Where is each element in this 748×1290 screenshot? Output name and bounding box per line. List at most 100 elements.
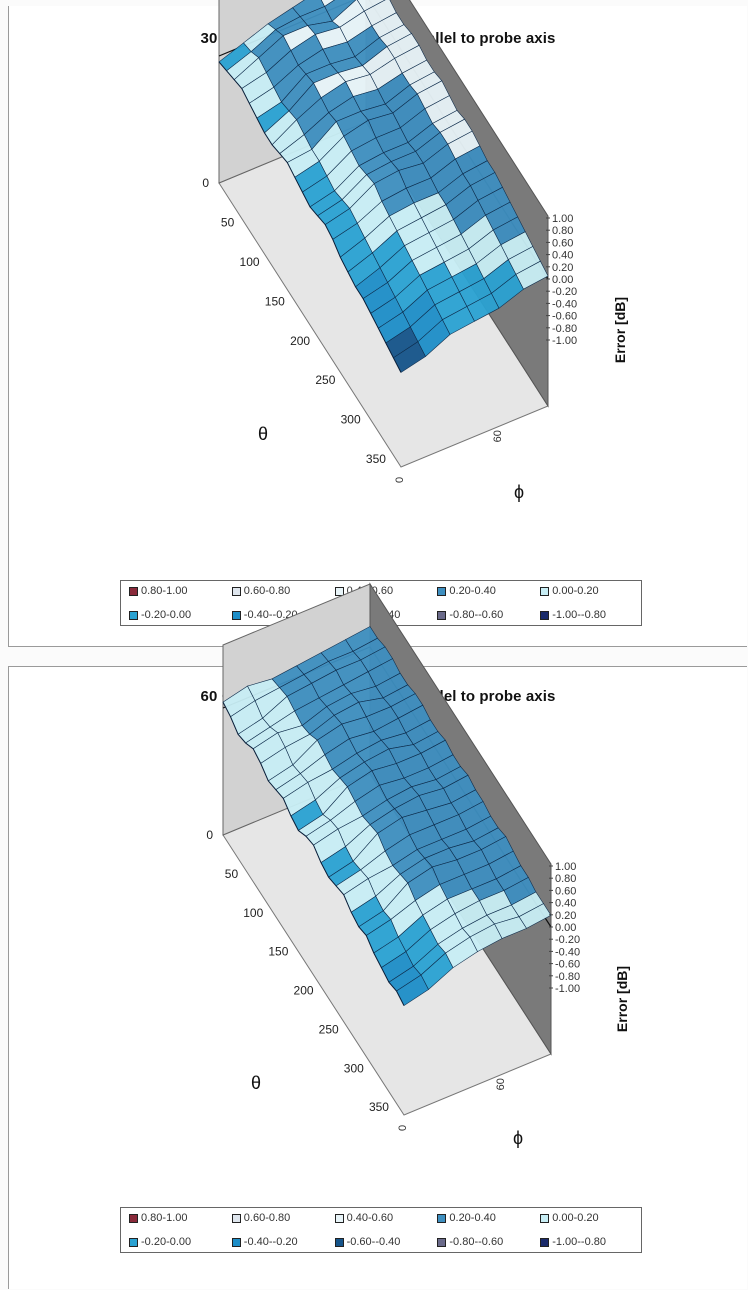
z-axis: 1.000.800.600.400.200.00-0.20-0.40-0.60-… — [549, 861, 630, 1032]
legend-label: -0.40--0.20 — [243, 1236, 298, 1248]
legend-label: -0.40--0.20 — [243, 609, 298, 621]
z-tick-label: -1.00 — [552, 335, 577, 347]
legend-swatch — [334, 1237, 344, 1247]
z-tick-label: 0.20 — [552, 262, 573, 274]
z-tick-label: -0.60 — [555, 959, 580, 971]
legend-swatch — [437, 586, 447, 596]
legend-swatch — [231, 610, 241, 620]
theta-tick-label: 50 — [221, 215, 235, 229]
theta-tick-label: 150 — [268, 945, 288, 959]
legend-swatch — [334, 586, 344, 596]
theta-axis: 0 50 100 150 200 250 300 350 θ — [202, 176, 386, 466]
z-tick-label: 0.60 — [555, 885, 576, 897]
legend-item: 0.00-0.20 — [540, 585, 635, 597]
theta-tick-label: 250 — [315, 373, 335, 387]
surface — [222, 626, 552, 1007]
legend-label: -0.20-0.00 — [141, 1236, 192, 1248]
theta-tick-label: 300 — [341, 413, 361, 427]
legend-swatch — [540, 1237, 550, 1247]
legend-swatch — [334, 1213, 344, 1223]
z-tick-label: 0.80 — [552, 225, 573, 237]
legend: 0.80-1.00 0.60-0.80 0.40-0.60 0.20-0.40 0.00… — [120, 1207, 642, 1253]
z-tick-label: -1.00 — [555, 983, 580, 995]
legend-swatch — [437, 610, 447, 620]
z-tick-label: -0.40 — [555, 946, 580, 958]
z-tick-label: 0.00 — [555, 922, 576, 934]
legend-label: 0.80-1.00 — [141, 585, 188, 597]
legend-item: 0.80-1.00 — [129, 585, 224, 597]
legend-item: 0.20-0.40 — [437, 1212, 532, 1224]
theta-tick-label: 200 — [294, 984, 314, 998]
legend-item: 0.80-1.00 — [129, 1212, 224, 1224]
z-tick-label: -0.20 — [555, 934, 580, 946]
surface-front-edge — [218, 61, 402, 373]
z-tick-label: 1.00 — [552, 213, 573, 225]
legend-item: -0.40--0.20 — [231, 609, 327, 621]
legend-item: -0.80--0.60 — [437, 609, 532, 621]
phi-tick-label: 0 — [394, 477, 406, 483]
legend-label: 0.00-0.20 — [552, 585, 599, 597]
chart-panel-60ghz: 60 GHz: 3D isotropy. E-field parallel to… — [8, 582, 747, 1289]
theta-tick-label: 50 — [225, 867, 239, 881]
z-tick-label: 0.40 — [555, 898, 576, 910]
legend-label: 0.20-0.40 — [449, 585, 496, 597]
legend-swatch — [231, 1237, 241, 1247]
legend-swatch — [129, 1213, 138, 1223]
z-tick-label: 0.40 — [552, 250, 573, 262]
phi-axis-label: ϕ — [514, 482, 524, 502]
z-tick-label: -0.80 — [552, 323, 577, 335]
phi-axis-label: ϕ — [513, 1128, 523, 1148]
phi-tick-label: 60 — [495, 1078, 507, 1090]
legend-swatch — [437, 1213, 447, 1223]
legend-item: -1.00--0.80 — [540, 1236, 635, 1248]
z-tick-label: -0.20 — [552, 286, 577, 298]
legend-label: 0.60-0.80 — [243, 585, 291, 597]
phi-tick-label: 0 — [397, 1125, 409, 1131]
z-tick-label: 0.60 — [552, 237, 573, 249]
theta-axis-label: θ — [258, 424, 268, 444]
legend-item: 0.60-0.80 — [231, 585, 327, 597]
legend-item: 0.60-0.80 — [231, 1212, 327, 1224]
legend-item: 0.20-0.40 — [437, 585, 532, 597]
legend-label: 0.00-0.20 — [552, 1212, 599, 1224]
legend-item: -1.00--0.80 — [540, 609, 635, 621]
legend-label: -0.80--0.60 — [449, 1236, 504, 1248]
legend-label: -1.00--0.80 — [552, 609, 606, 621]
theta-tick-label: 0 — [206, 828, 213, 842]
z-axis-label: Error [dB] — [614, 966, 630, 1032]
theta-axis-label: θ — [251, 1073, 261, 1093]
z-tick-label: -0.40 — [552, 298, 577, 310]
legend-label: -0.60--0.40 — [346, 1236, 401, 1248]
legend-swatch — [540, 586, 550, 596]
surface — [218, 0, 549, 373]
theta-tick-label: 300 — [344, 1061, 364, 1075]
legend-label: -0.20-0.00 — [141, 609, 192, 621]
legend-item: 0.40-0.60 — [334, 1212, 430, 1224]
surface-plot-60ghz: 050100150200250300350θ060ϕ1.000.800.600.… — [206, 582, 630, 1148]
legend-swatch — [231, 586, 241, 596]
theta-tick-label: 200 — [290, 334, 310, 348]
theta-tick-label: 150 — [265, 294, 285, 308]
z-tick-label: -0.80 — [555, 971, 580, 983]
z-tick-label: -0.60 — [552, 311, 577, 323]
theta-tick-label: 350 — [369, 1100, 389, 1114]
z-tick-label: 0.20 — [555, 910, 576, 922]
chart-panel-30ghz: 30 GHz: 3D isotropy. E-field parallel to… — [8, 0, 747, 647]
theta-tick-label: 100 — [243, 906, 263, 920]
legend-label: 0.80-1.00 — [141, 1212, 188, 1224]
legend-item: -0.80--0.60 — [437, 1236, 532, 1248]
legend-label: 0.40-0.60 — [346, 1212, 394, 1224]
z-tick-label: 0.00 — [552, 274, 573, 286]
legend-swatch — [437, 1237, 447, 1247]
legend-item: -0.20-0.00 — [129, 1236, 224, 1248]
legend-swatch — [540, 1213, 550, 1223]
theta-axis: 0 50 100 150 200 250 300 350 θ — [206, 828, 389, 1114]
legend-label: -1.00--0.80 — [552, 1236, 606, 1248]
legend-swatch — [129, 1237, 138, 1247]
phi-axis: 0 60 ϕ — [394, 430, 524, 502]
theta-tick-label: 100 — [240, 255, 260, 269]
legend-swatch — [231, 1213, 241, 1223]
legend-label: 0.20-0.40 — [449, 1212, 496, 1224]
legend-item: -0.20-0.00 — [129, 609, 224, 621]
theta-tick-label: 250 — [319, 1022, 339, 1036]
